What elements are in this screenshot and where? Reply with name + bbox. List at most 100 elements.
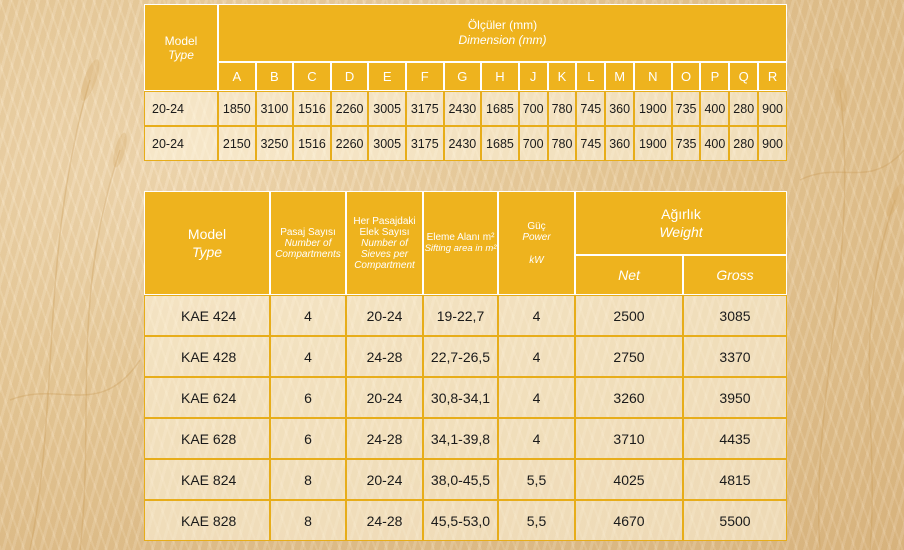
- model-cell: KAE 624: [144, 377, 270, 418]
- pasaj-cell: 4: [270, 336, 346, 377]
- dimension-value-cell: 1900: [634, 91, 672, 126]
- dimension-column-header: B: [255, 62, 294, 91]
- dimension-value-cell: 360: [605, 126, 635, 161]
- model-type-header: Model Type: [144, 191, 270, 295]
- gross-weight-cell: 3085: [683, 295, 787, 336]
- dimension-column-header: F: [405, 62, 444, 91]
- guc-cell: 5,5: [498, 500, 575, 541]
- table-row: 20-24 2150 3250 1516 2260 3005 3175 2430 1685 700…: [144, 126, 787, 161]
- gross-header: Gross: [683, 255, 787, 295]
- dimension-value-cell: 1516: [293, 126, 331, 161]
- dimension-column-header: K: [547, 62, 577, 91]
- agirlik-tr: Ağırlık: [661, 206, 701, 222]
- alan-en: Sifting area in m²: [424, 243, 497, 254]
- dimension-column-header: H: [481, 62, 519, 91]
- elek-tr: Her Pasajdaki Elek Sayısı: [353, 215, 416, 238]
- gross-weight-cell: 5500: [683, 500, 787, 541]
- gross-weight-cell: 3950: [683, 377, 787, 418]
- elek-header: Her Pasajdaki Elek Sayısı Number of Siev…: [346, 191, 423, 295]
- alan-cell: 30,8-34,1: [423, 377, 498, 418]
- weight-header: Ağırlık Weight: [575, 191, 787, 255]
- pasaj-header: Pasaj Sayısı Number of Compartments: [270, 191, 346, 295]
- dimension-value-cell: 280: [729, 126, 759, 161]
- dimension-value-cell: 3250: [255, 126, 294, 161]
- dimension-value-cell: 745: [576, 126, 606, 161]
- elek-cell: 20-24: [346, 295, 423, 336]
- dimension-value-cell: 1850: [218, 91, 256, 126]
- dimension-value-cell: 780: [547, 126, 577, 161]
- dimension-column-header: R: [758, 62, 787, 91]
- dimension-value-cell: 780: [547, 91, 577, 126]
- guc-cell: 5,5: [498, 459, 575, 500]
- dimension-value-cell: 1900: [634, 126, 672, 161]
- net-weight-cell: 3710: [575, 418, 683, 459]
- dimension-value-cell: 2260: [330, 126, 369, 161]
- guc-header: Güç Power kW: [498, 191, 575, 295]
- dimension-value-cell: 2430: [443, 126, 482, 161]
- model-cell: KAE 628: [144, 418, 270, 459]
- spec-table: Model Type Pasaj Sayısı Number of Compar…: [144, 191, 787, 541]
- dimension-value-cell: 2150: [218, 126, 256, 161]
- alan-cell: 45,5-53,0: [423, 500, 498, 541]
- alan-cell: 19-22,7: [423, 295, 498, 336]
- table-row: KAE 624 6 20-24 30,8-34,1 4 3260 3950: [144, 377, 787, 418]
- dimension-value-cell: 700: [518, 126, 548, 161]
- net-weight-cell: 4670: [575, 500, 683, 541]
- table-row: KAE 428 4 24-28 22,7-26,5 4 2750 3370: [144, 336, 787, 377]
- dimension-column-header: O: [671, 62, 701, 91]
- dimension-value-cell: 1685: [481, 126, 519, 161]
- alan-cell: 22,7-26,5: [423, 336, 498, 377]
- pasaj-cell: 4: [270, 295, 346, 336]
- guc-en: Power: [522, 231, 551, 243]
- elek-cell: 20-24: [346, 377, 423, 418]
- pasaj-en: Number of Compartments: [275, 237, 341, 260]
- dimension-value-cell: 3005: [368, 126, 406, 161]
- alan-cell: 34,1-39,8: [423, 418, 498, 459]
- alan-tr: Eleme Alanı m²: [426, 232, 495, 243]
- dimension-value-cell: 3175: [405, 91, 444, 126]
- dimension-title-en: Dimension (mm): [458, 33, 547, 47]
- elek-en: Number of Sieves per Compartment: [354, 237, 415, 271]
- dimension-value-cell: 735: [671, 91, 701, 126]
- table-row: 20-24 1850 3100 1516 2260 3005 3175 2430 1685 700…: [144, 91, 787, 126]
- table-row: KAE 824 8 20-24 38,0-45,5 5,5 4025 4815: [144, 459, 787, 500]
- net-weight-cell: 2750: [575, 336, 683, 377]
- elek-cell: 24-28: [346, 336, 423, 377]
- dimension-value-cell: 400: [700, 91, 730, 126]
- dimension-value-cell: 745: [576, 91, 606, 126]
- model-cell: KAE 428: [144, 336, 270, 377]
- model-label: Model: [187, 226, 227, 242]
- table-row: KAE 424 4 20-24 19-22,7 4 2500 3085: [144, 295, 787, 336]
- pasaj-cell: 6: [270, 418, 346, 459]
- pasaj-tr: Pasaj Sayısı: [280, 226, 336, 238]
- model-cell: 20-24: [144, 91, 218, 126]
- dimension-column-header: Q: [729, 62, 759, 91]
- gross-weight-cell: 4435: [683, 418, 787, 459]
- pasaj-cell: 8: [270, 459, 346, 500]
- dimension-column-header: A: [218, 62, 256, 91]
- dimension-value-cell: 3175: [405, 126, 444, 161]
- alan-cell: 38,0-45,5: [423, 459, 498, 500]
- elek-cell: 24-28: [346, 418, 423, 459]
- net-header: Net: [575, 255, 683, 295]
- dimension-value-cell: 2260: [330, 91, 369, 126]
- pasaj-cell: 6: [270, 377, 346, 418]
- table-row: KAE 828 8 24-28 45,5-53,0 5,5 4670 5500: [144, 500, 787, 541]
- dimension-value-cell: 400: [700, 126, 730, 161]
- gross-weight-cell: 3370: [683, 336, 787, 377]
- dimension-column-header: D: [330, 62, 369, 91]
- type-label: Type: [168, 47, 194, 62]
- guc-cell: 4: [498, 418, 575, 459]
- dimension-column-header: L: [576, 62, 606, 91]
- dimension-value-cell: 360: [605, 91, 635, 126]
- net-weight-cell: 4025: [575, 459, 683, 500]
- model-type-header: Model Type: [144, 4, 218, 91]
- guc-cell: 4: [498, 336, 575, 377]
- guc-unit: kW: [529, 254, 544, 266]
- guc-cell: 4: [498, 295, 575, 336]
- net-weight-cell: 2500: [575, 295, 683, 336]
- dimension-title-tr: Ölçüler (mm): [467, 18, 538, 32]
- model-cell: KAE 424: [144, 295, 270, 336]
- alan-header: Eleme Alanı m² Sifting area in m²: [423, 191, 498, 295]
- dimension-value-cell: 900: [758, 91, 787, 126]
